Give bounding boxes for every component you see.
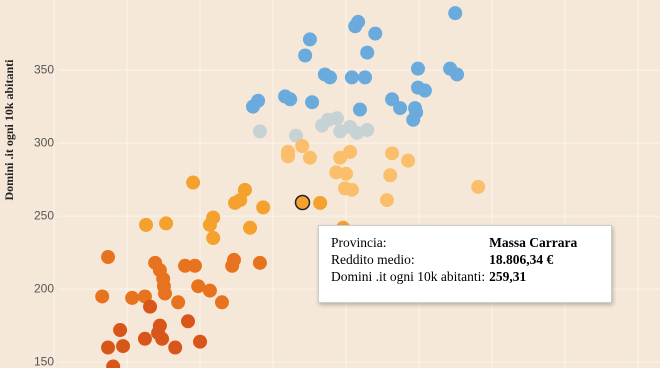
tooltip-row: Provincia: Massa Carrara: [331, 235, 581, 252]
point: [298, 48, 313, 63]
point: [106, 359, 121, 368]
tooltip-label: Reddito medio:: [331, 252, 415, 267]
point: [323, 70, 337, 85]
tooltip-row: Reddito medio: 18.806,34 €: [331, 252, 581, 269]
point: [206, 231, 221, 246]
point: [448, 6, 463, 21]
tooltip-value: 18.806,34 €: [489, 252, 554, 267]
point: [295, 139, 310, 154]
point: [256, 200, 271, 215]
point: [348, 19, 363, 34]
point: [113, 323, 128, 338]
y-tick-label: 150: [34, 354, 54, 368]
y-tick-label: 300: [34, 135, 54, 149]
point: [168, 340, 183, 355]
point: [289, 128, 304, 143]
point: [101, 250, 116, 265]
point: [252, 124, 267, 139]
point: [186, 175, 201, 190]
point: [187, 258, 202, 273]
point: [225, 258, 240, 273]
point: [410, 61, 425, 76]
point: [245, 99, 260, 114]
y-tick-label: 200: [34, 281, 54, 295]
point: [352, 102, 367, 117]
grid: [53, 0, 660, 368]
point: [379, 193, 394, 208]
point: [385, 146, 400, 161]
tooltip-value: 259,31: [489, 269, 527, 284]
point: [313, 195, 328, 210]
point: [202, 217, 217, 232]
point: [159, 216, 174, 231]
point: [137, 331, 152, 346]
point: [339, 166, 354, 181]
point: [450, 67, 465, 82]
tooltip-row: Domini .it ogni 10k abitanti: 259,31: [331, 269, 581, 286]
point: [252, 255, 267, 270]
point: [343, 144, 358, 159]
point: [281, 149, 296, 164]
point: [191, 279, 206, 294]
point: [171, 295, 186, 310]
point: [101, 340, 116, 355]
tooltip-value: Massa Carrara: [489, 235, 578, 250]
point: [143, 299, 158, 314]
point: [302, 32, 317, 47]
y-axis-label: Domini .it ogni 10k abitanti: [2, 59, 16, 201]
point: [321, 112, 336, 127]
point: [360, 45, 375, 60]
tooltip-table: Provincia: Massa Carrara Reddito medio: 18.…: [331, 235, 581, 286]
point: [383, 168, 398, 183]
point: [344, 70, 359, 85]
tooltip-label: Domini .it ogni 10k abitanti:: [331, 269, 486, 284]
point: [95, 289, 110, 304]
point: [155, 331, 170, 346]
point: [393, 101, 408, 116]
point: [125, 290, 140, 305]
point: [302, 150, 317, 165]
point: [116, 339, 131, 354]
point: [417, 83, 432, 98]
point: [193, 334, 208, 349]
point: [139, 217, 154, 232]
point: [228, 195, 243, 210]
tooltip-label: Provincia:: [331, 235, 387, 250]
point: [360, 122, 375, 137]
point: [178, 258, 193, 273]
y-tick-label: 250: [34, 208, 54, 222]
point: [305, 95, 320, 110]
y-tick-label: 350: [34, 62, 54, 76]
point: [409, 105, 424, 120]
point: [358, 70, 373, 85]
point: [214, 295, 229, 310]
point: [368, 26, 383, 41]
point: [294, 194, 311, 211]
point: [344, 182, 359, 197]
point: [283, 92, 298, 107]
point: [243, 220, 258, 235]
point: [202, 283, 217, 298]
point: [158, 286, 172, 301]
tooltip: Provincia: Massa Carrara Reddito medio: 18.…: [318, 225, 612, 303]
point: [471, 179, 486, 194]
point: [180, 314, 195, 329]
point: [401, 153, 416, 168]
